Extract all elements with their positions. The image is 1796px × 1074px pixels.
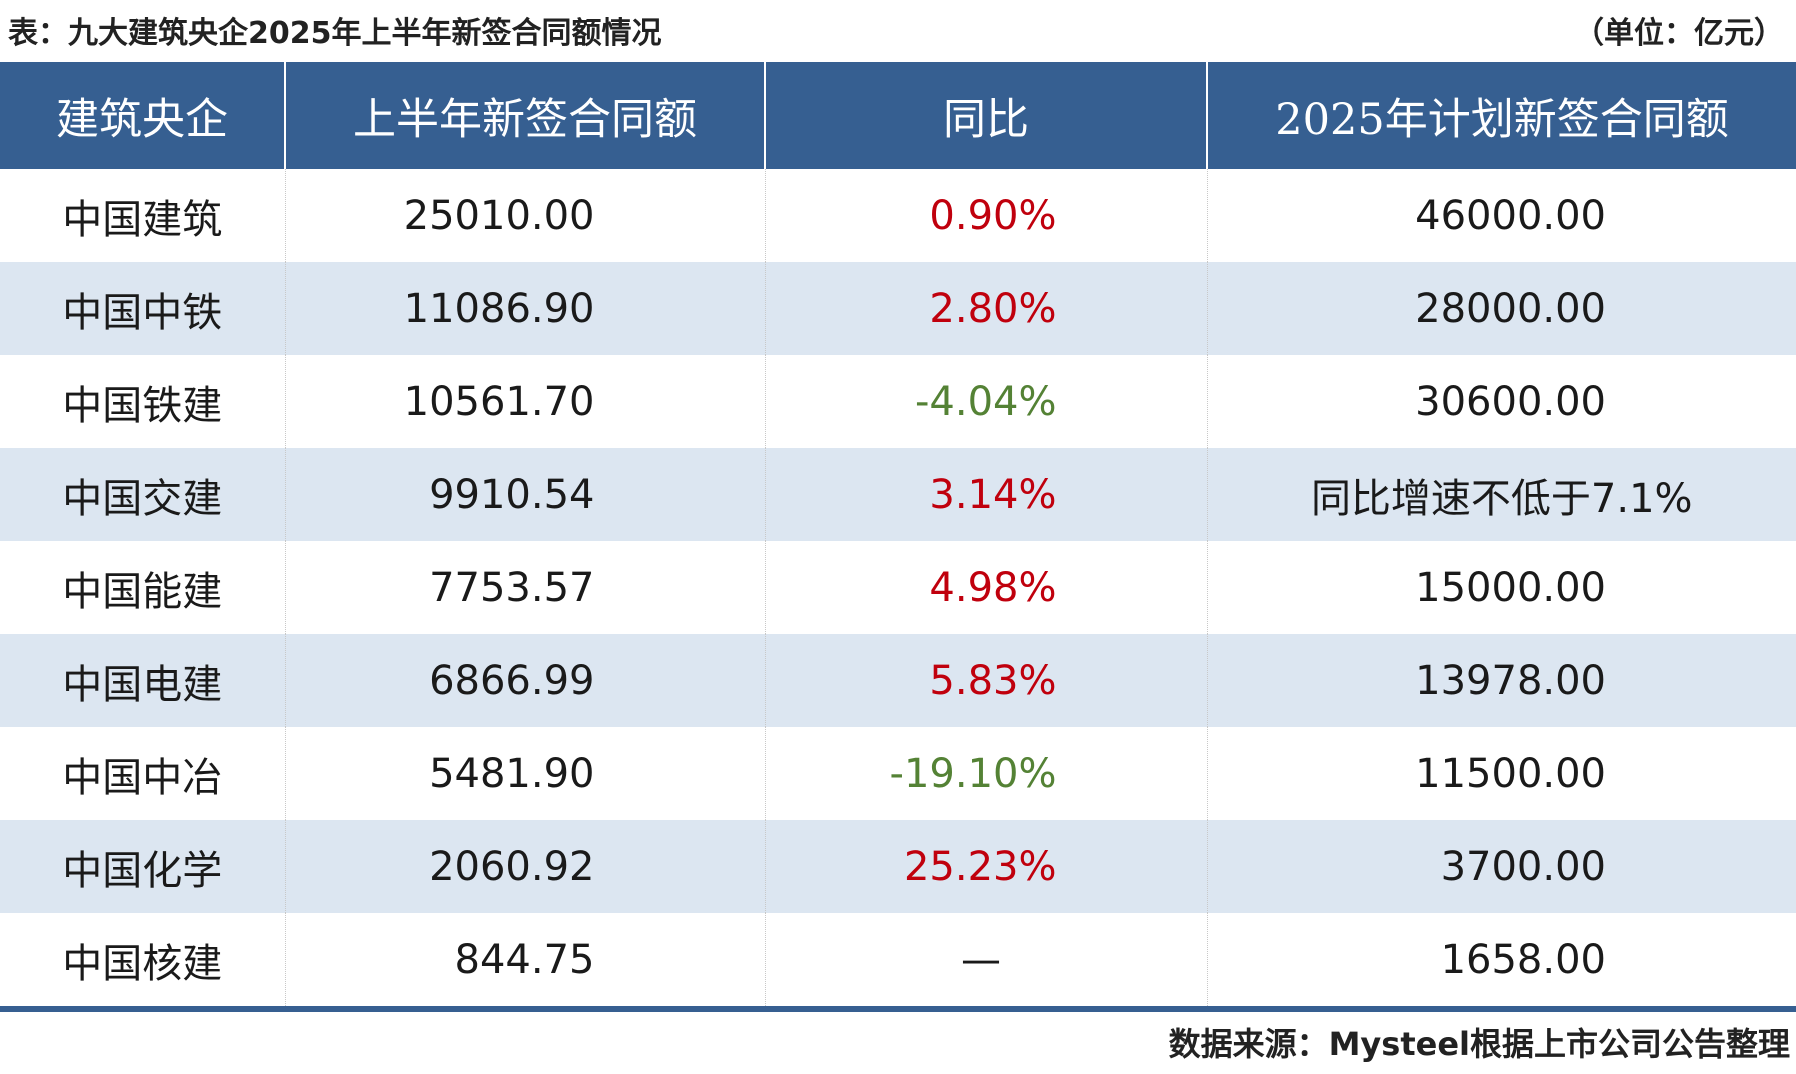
plan-cell: 同比增速不低于7.1% — [1207, 448, 1796, 541]
yoy-cell: 25.23% — [765, 820, 1208, 913]
yoy-cell: — — [765, 913, 1208, 1006]
table-row: 中国建筑 25010.00 0.90% 46000.00 — [0, 169, 1796, 262]
table-row: 中国核建 844.75—1658.00 — [0, 913, 1796, 1006]
plan-cell: 11500.00 — [1207, 727, 1796, 820]
company-cell: 中国交建 — [0, 448, 286, 541]
column-header-company: 建筑央企 — [0, 62, 286, 169]
company-cell: 中国化学 — [0, 820, 286, 913]
table-row: 中国铁建 10561.70 -4.04% 30600.00 — [0, 355, 1796, 448]
company-cell: 中国铁建 — [0, 355, 286, 448]
amount-cell: 9910.54 — [285, 448, 766, 541]
column-header-yoy: 同比 — [765, 62, 1208, 169]
amount-cell: 25010.00 — [285, 169, 766, 262]
plan-cell: 15000.00 — [1207, 541, 1796, 634]
plan-cell: 3700.00 — [1207, 820, 1796, 913]
table-row: 中国中冶 5481.90 -19.10% 11500.00 — [0, 727, 1796, 820]
amount-cell: 6866.99 — [285, 634, 766, 727]
plan-cell: 28000.00 — [1207, 262, 1796, 355]
table-row: 中国化学 2060.92 25.23% 3700.00 — [0, 820, 1796, 913]
company-cell: 中国建筑 — [0, 169, 286, 262]
yoy-cell: 5.83% — [765, 634, 1208, 727]
data-table-container: 建筑央企 上半年新签合同额 同比 2025年计划新签合同额 中国建筑 25010.… — [0, 62, 1796, 1012]
yoy-cell: 4.98% — [765, 541, 1208, 634]
yoy-cell: 2.80% — [765, 262, 1208, 355]
table-row: 中国交建 9910.54 3.14% 同比增速不低于7.1% — [0, 448, 1796, 541]
company-cell: 中国中铁 — [0, 262, 286, 355]
table-row: 中国能建 7753.57 4.98% 15000.00 — [0, 541, 1796, 634]
yoy-cell: -4.04% — [765, 355, 1208, 448]
table-body: 中国建筑 25010.00 0.90% 46000.00 中国中铁 11086.90 2.8… — [0, 169, 1796, 1006]
amount-cell: 2060.92 — [285, 820, 766, 913]
company-cell: 中国能建 — [0, 541, 286, 634]
bottom-rule — [0, 1006, 1796, 1012]
table-header: 建筑央企 上半年新签合同额 同比 2025年计划新签合同额 — [0, 62, 1796, 169]
amount-cell: 10561.70 — [285, 355, 766, 448]
amount-cell: 11086.90 — [285, 262, 766, 355]
yoy-cell: -19.10% — [765, 727, 1208, 820]
column-header-amount: 上半年新签合同额 — [285, 62, 766, 169]
amount-cell: 7753.57 — [285, 541, 766, 634]
contract-table: 建筑央企 上半年新签合同额 同比 2025年计划新签合同额 中国建筑 25010.… — [0, 62, 1796, 1006]
column-header-plan: 2025年计划新签合同额 — [1207, 62, 1796, 169]
plan-cell: 46000.00 — [1207, 169, 1796, 262]
source-note: 数据来源：Mysteel根据上市公司公告整理 — [1168, 1025, 1790, 1063]
amount-cell: 5481.90 — [285, 727, 766, 820]
table-row: 中国中铁 11086.90 2.80% 28000.00 — [0, 262, 1796, 355]
plan-cell: 1658.00 — [1207, 913, 1796, 1006]
company-cell: 中国电建 — [0, 634, 286, 727]
company-cell: 中国核建 — [0, 913, 286, 1006]
yoy-cell: 0.90% — [765, 169, 1208, 262]
plan-cell: 30600.00 — [1207, 355, 1796, 448]
yoy-cell: 3.14% — [765, 448, 1208, 541]
title-row: 表：九大建筑央企2025年上半年新签合同额情况 （单位：亿元） — [8, 10, 1784, 58]
table-row: 中国电建 6866.99 5.83% 13978.00 — [0, 634, 1796, 727]
amount-cell: 844.75 — [285, 913, 766, 1006]
plan-cell: 13978.00 — [1207, 634, 1796, 727]
unit-label: （单位：亿元） — [1574, 16, 1784, 51]
header-row: 建筑央企 上半年新签合同额 同比 2025年计划新签合同额 — [0, 62, 1796, 169]
table-title: 表：九大建筑央企2025年上半年新签合同额情况 — [8, 16, 662, 51]
company-cell: 中国中冶 — [0, 727, 286, 820]
